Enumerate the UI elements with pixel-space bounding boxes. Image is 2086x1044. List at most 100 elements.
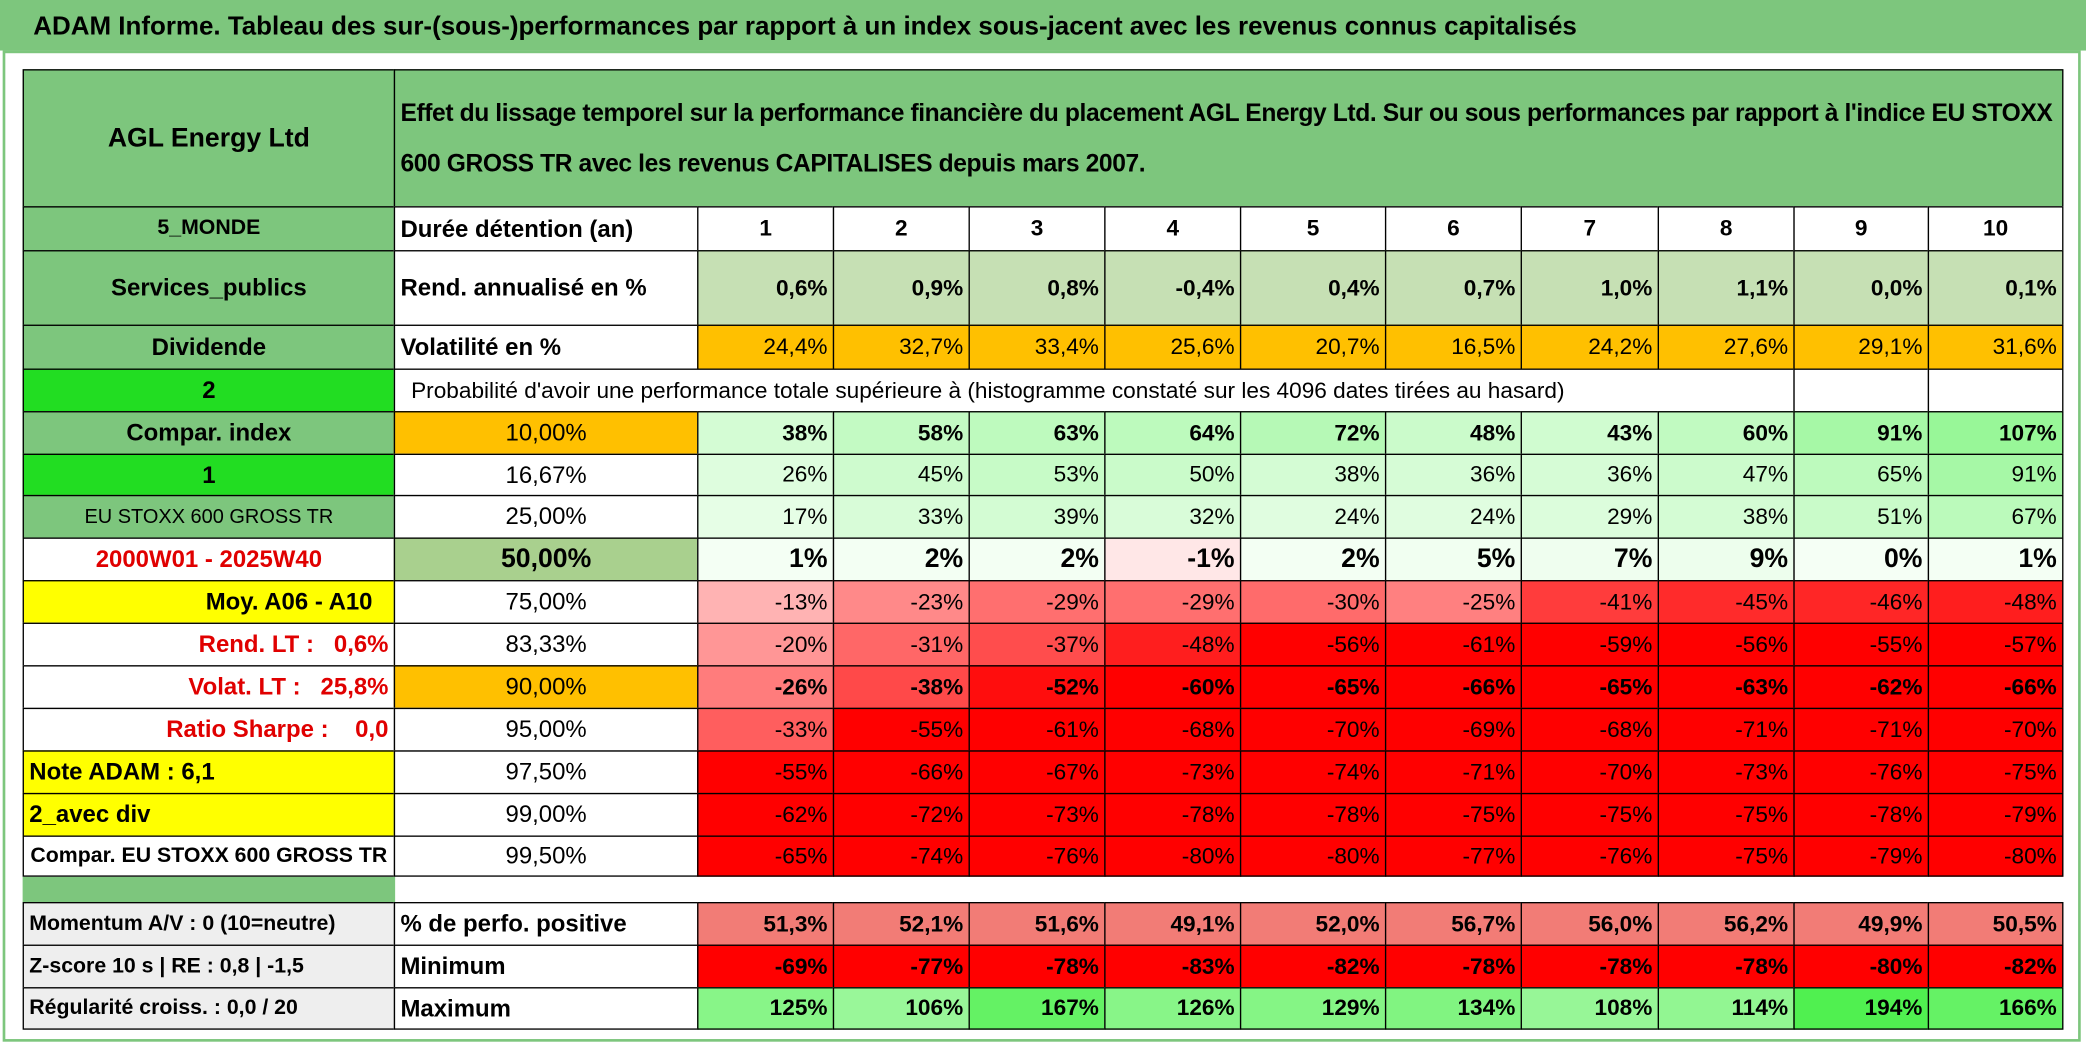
row-metric: Volatilité en % xyxy=(393,324,699,370)
row-metric: 83,33% xyxy=(393,622,699,667)
row-metric: Rend. annualisé en % xyxy=(393,250,699,326)
row-label: Régularité croiss. : 0,0 / 20 xyxy=(22,987,396,1030)
frame xyxy=(2,50,2081,1042)
value-cell: 1,1% xyxy=(1657,250,1795,326)
value-cell: 39% xyxy=(968,494,1106,539)
value-cell: -78% xyxy=(1384,944,1522,989)
value-cell: 51% xyxy=(1793,494,1930,539)
value-cell: -70% xyxy=(1520,750,1660,795)
value-cell: 64% xyxy=(1104,411,1242,455)
row-label: 2000W01 - 2025W40 xyxy=(22,537,396,582)
value-cell: -73% xyxy=(968,792,1106,837)
value-cell: -65% xyxy=(1520,665,1660,710)
value-cell: 8 xyxy=(1657,206,1795,252)
value-cell: 56,0% xyxy=(1520,902,1660,946)
value-cell: -29% xyxy=(968,580,1106,624)
value-cell: -68% xyxy=(1520,707,1660,752)
value-cell: -60% xyxy=(1104,665,1242,710)
row-label: Momentum A/V : 0 (10=neutre) xyxy=(22,902,396,946)
value-cell: -65% xyxy=(1239,665,1387,710)
value-cell: 7% xyxy=(1520,537,1660,582)
value-cell: 36% xyxy=(1384,453,1522,497)
value-cell: -78% xyxy=(1239,792,1387,837)
value-cell: 65% xyxy=(1793,453,1930,497)
value-cell: 33,4% xyxy=(968,324,1106,370)
value-cell: 167% xyxy=(968,987,1106,1030)
value-cell: 126% xyxy=(1104,987,1242,1030)
row-label: Volat. LT : 25,8% xyxy=(22,665,396,710)
value-cell: 0,8% xyxy=(968,250,1106,326)
value-cell: -82% xyxy=(1927,944,2064,989)
value-cell: 33% xyxy=(832,494,970,539)
value-cell: 9 xyxy=(1793,206,1930,252)
value-cell: -52% xyxy=(968,665,1106,710)
value-cell: 38% xyxy=(1239,453,1387,497)
row-metric: Minimum xyxy=(393,944,699,989)
row-metric: 95,00% xyxy=(393,707,699,752)
value-cell: -56% xyxy=(1239,622,1387,667)
value-cell: -78% xyxy=(1657,944,1795,989)
value-cell: -75% xyxy=(1927,750,2064,795)
value-cell: -75% xyxy=(1384,792,1522,837)
value-cell: -71% xyxy=(1793,707,1930,752)
value-cell: 58% xyxy=(832,411,970,455)
value-cell: 72% xyxy=(1239,411,1387,455)
value-cell: 5% xyxy=(1384,537,1522,582)
value-cell: 56,7% xyxy=(1384,902,1522,946)
value-cell: -70% xyxy=(1239,707,1387,752)
value-cell: -57% xyxy=(1927,622,2064,667)
value-cell: -83% xyxy=(1104,944,1242,989)
row-metric: 99,00% xyxy=(393,792,699,837)
value-cell: 25,6% xyxy=(1104,324,1242,370)
value-cell: -82% xyxy=(1239,944,1387,989)
value-cell: -80% xyxy=(1793,944,1930,989)
row-metric: 25,00% xyxy=(393,494,699,539)
value-cell: 194% xyxy=(1793,987,1930,1030)
value-cell: -75% xyxy=(1520,792,1660,837)
value-cell: -71% xyxy=(1384,750,1522,795)
value-cell: 0,1% xyxy=(1927,250,2064,326)
value-cell: -61% xyxy=(1384,622,1522,667)
value-cell: 67% xyxy=(1927,494,2064,539)
note: Probabilité d'avoir une performance tota… xyxy=(393,368,1795,413)
row-label: Ratio Sharpe : 0,0 xyxy=(22,707,396,752)
value-cell: -74% xyxy=(832,835,970,877)
value-cell: -78% xyxy=(1104,792,1242,837)
value-cell: 45% xyxy=(832,453,970,497)
row-metric: Durée détention (an) xyxy=(393,206,699,252)
value-cell: 108% xyxy=(1520,987,1660,1030)
value-cell: -71% xyxy=(1657,707,1795,752)
value-cell: 114% xyxy=(1657,987,1795,1030)
value-cell: -25% xyxy=(1384,580,1522,624)
empty-cell xyxy=(1793,368,1930,413)
value-cell: -45% xyxy=(1657,580,1795,624)
row-metric: 90,00% xyxy=(393,665,699,710)
value-cell: -80% xyxy=(1104,835,1242,877)
value-cell: -79% xyxy=(1927,792,2064,837)
row-label: Dividende xyxy=(22,324,396,370)
value-cell: 31,6% xyxy=(1927,324,2064,370)
value-cell: 17% xyxy=(697,494,835,539)
value-cell: -37% xyxy=(968,622,1106,667)
row-label: Note ADAM : 6,1 xyxy=(22,750,396,795)
value-cell: -26% xyxy=(697,665,835,710)
row-metric: 99,50% xyxy=(393,835,699,877)
value-cell: 38% xyxy=(1657,494,1795,539)
value-cell: -77% xyxy=(832,944,970,989)
value-cell: -69% xyxy=(1384,707,1522,752)
value-cell: 0,9% xyxy=(832,250,970,326)
value-cell: -63% xyxy=(1657,665,1795,710)
value-cell: 0,7% xyxy=(1384,250,1522,326)
value-cell: 24% xyxy=(1239,494,1387,539)
row-metric: 50,00% xyxy=(393,537,699,582)
value-cell: -46% xyxy=(1793,580,1930,624)
value-cell: 125% xyxy=(697,987,835,1030)
value-cell: 16,5% xyxy=(1384,324,1522,370)
value-cell: -76% xyxy=(1793,750,1930,795)
value-cell: -77% xyxy=(1384,835,1522,877)
value-cell: 32% xyxy=(1104,494,1242,539)
spacer xyxy=(22,875,396,904)
report-title: ADAM Informe. Tableau des sur-(sous-)per… xyxy=(0,0,2086,51)
value-cell: 27,6% xyxy=(1657,324,1795,370)
header-description: Effet du lissage temporel sur la perform… xyxy=(393,69,2064,208)
